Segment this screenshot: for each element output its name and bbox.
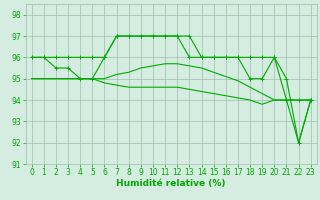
X-axis label: Humidité relative (%): Humidité relative (%) <box>116 179 226 188</box>
